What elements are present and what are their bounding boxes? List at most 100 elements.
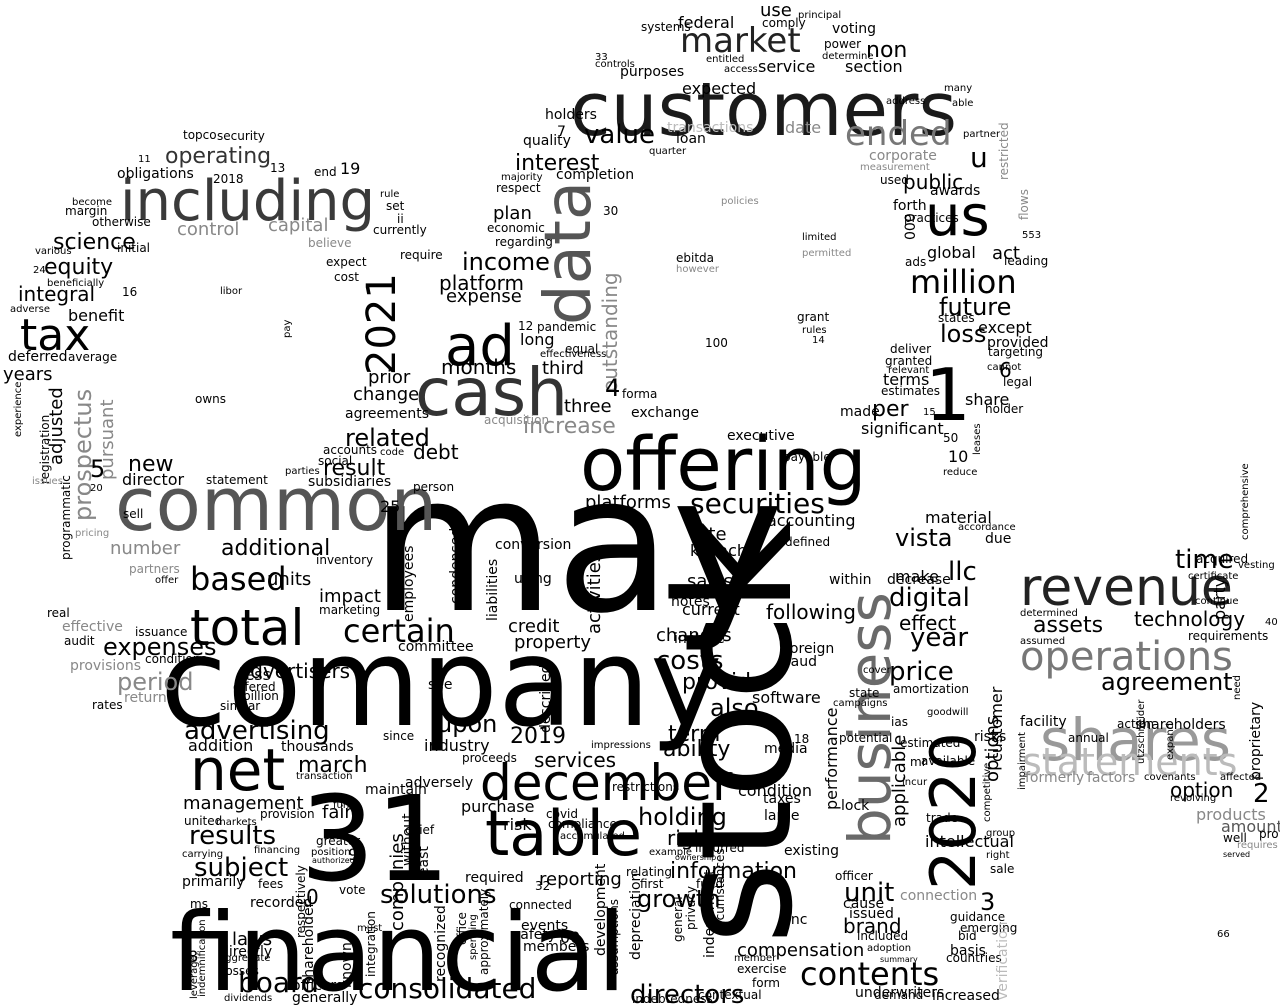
cloud-word: legal	[1003, 375, 1032, 389]
cloud-word: options	[982, 716, 1003, 782]
cloud-word: price	[889, 657, 954, 687]
cloud-word: total	[190, 599, 304, 657]
cloud-word: offering	[580, 422, 867, 508]
cloud-word: required	[465, 870, 524, 886]
cloud-word: summary	[880, 955, 918, 964]
cloud-word: 4	[605, 374, 620, 402]
cloud-word: shares	[1040, 706, 1231, 774]
cloud-word: circumstances	[713, 848, 727, 935]
cloud-word: affected	[1220, 772, 1261, 783]
cloud-word: number	[110, 538, 181, 559]
cloud-word: make	[895, 567, 939, 586]
cloud-word: term	[668, 722, 720, 747]
cloud-word: financing	[254, 845, 300, 856]
cloud-word: example	[649, 847, 692, 858]
cloud-word: income	[462, 248, 550, 276]
cloud-word: net	[190, 736, 285, 804]
cloud-word: issues	[32, 476, 63, 487]
cloud-word: employees	[401, 546, 417, 622]
cloud-word: billion	[243, 689, 279, 703]
cloud-word: 14	[812, 335, 825, 346]
cloud-word: option	[1170, 778, 1233, 802]
cloud-word: ias	[891, 715, 908, 729]
cloud-word: costs	[656, 646, 724, 676]
cloud-word: comply	[762, 16, 806, 30]
cloud-word: section	[845, 57, 903, 76]
cloud-word: development	[593, 863, 609, 956]
cloud-word: rates	[92, 698, 123, 712]
cloud-word: 50	[943, 431, 958, 445]
cloud-word: llc	[948, 557, 977, 587]
cloud-word: information	[670, 859, 797, 884]
cloud-word: expect	[326, 255, 367, 269]
cloud-word: cost	[334, 270, 359, 284]
cloud-word: holder	[985, 402, 1023, 416]
cloud-word: shareholders	[1135, 717, 1226, 733]
cloud-word: respectively	[294, 865, 308, 938]
cloud-word: expenses	[103, 633, 217, 661]
cloud-word: sales	[687, 571, 733, 592]
cloud-word: fair	[322, 802, 352, 823]
cloud-word: 24	[33, 265, 46, 276]
cloud-word: operating	[165, 144, 271, 169]
cloud-word: mr	[910, 755, 927, 769]
cloud-word: may	[370, 434, 784, 655]
cloud-word: data	[532, 181, 606, 325]
cloud-word: issuance	[135, 625, 187, 639]
cloud-word: set	[386, 199, 405, 213]
cloud-word: assumptions	[607, 899, 621, 975]
cloud-word: credit	[508, 616, 559, 637]
cloud-word: revenue	[1020, 558, 1233, 618]
cloud-word: sell	[123, 507, 143, 521]
cloud-word: partners	[129, 562, 180, 576]
cloud-word: certain	[343, 612, 455, 650]
cloud-word: used	[880, 173, 909, 187]
cloud-word: served	[1223, 850, 1250, 859]
cloud-word: code	[380, 447, 404, 458]
cloud-word: cash	[415, 354, 568, 431]
cloud-word: period	[117, 668, 193, 696]
cloud-word: 9	[348, 845, 358, 864]
cloud-word: group	[986, 828, 1015, 839]
cloud-word: adoption	[867, 943, 911, 954]
cloud-word: activities	[584, 553, 605, 634]
cloud-word: december	[480, 754, 733, 812]
cloud-word: form	[752, 976, 780, 990]
cloud-word: need	[1232, 675, 1243, 700]
cloud-word: covenants	[1144, 772, 1196, 783]
cloud-word: owns	[195, 392, 226, 406]
cloud-word: solutions	[380, 880, 497, 910]
cloud-word: 32	[535, 879, 550, 893]
cloud-word: 12	[518, 319, 533, 333]
cloud-word: executive	[727, 428, 795, 444]
cloud-word: losses	[222, 964, 259, 978]
cloud-word: using	[514, 571, 552, 587]
cloud-word: believe	[308, 236, 352, 250]
cloud-word: deferred	[8, 349, 68, 365]
cloud-word: policies	[721, 196, 759, 207]
cloud-word: limited	[802, 232, 837, 243]
cloud-word: cannot	[987, 362, 1021, 373]
cloud-word: spending	[468, 914, 479, 960]
cloud-word: pandemic	[537, 320, 596, 334]
cloud-word: accounts	[323, 443, 377, 457]
cloud-word: impressions	[591, 740, 651, 751]
cloud-word: unit	[844, 878, 894, 908]
cloud-word: material	[925, 508, 992, 527]
cloud-word: awards	[930, 183, 980, 199]
cloud-word: power	[824, 37, 861, 51]
cloud-word: 2021	[359, 273, 405, 375]
cloud-word: offered	[233, 680, 276, 694]
cloud-word: subject	[194, 853, 288, 883]
cloud-word: value	[584, 120, 655, 150]
cloud-word: following	[766, 600, 856, 624]
cloud-word: targeting	[988, 345, 1043, 359]
cloud-word: similar	[220, 699, 260, 713]
cloud-word: outstanding	[598, 272, 622, 392]
cloud-word: continue	[1195, 596, 1238, 607]
cloud-word: voting	[832, 21, 876, 37]
cloud-word: registration	[38, 415, 52, 484]
cloud-word: many	[944, 83, 972, 94]
cloud-word: cause	[843, 896, 884, 912]
